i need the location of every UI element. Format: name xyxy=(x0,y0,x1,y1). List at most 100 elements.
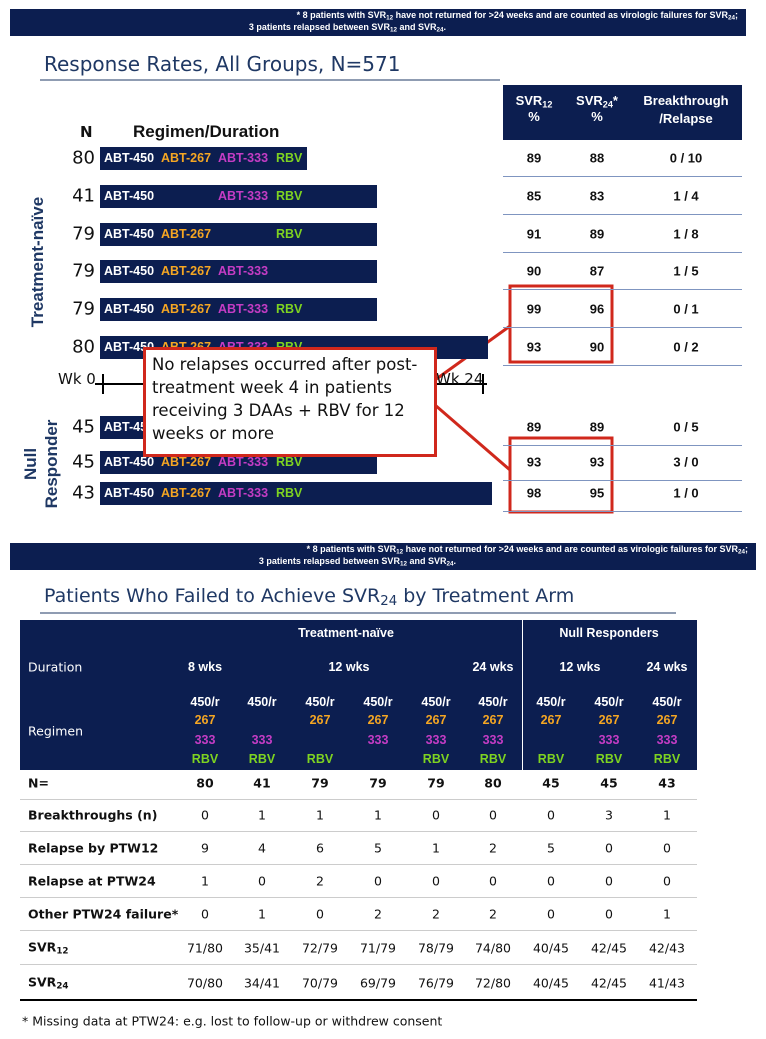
highlight-box xyxy=(508,284,614,364)
drug-label: ABT-333 xyxy=(218,189,269,203)
row-label: SVR12 xyxy=(28,939,69,956)
svr12-cell: 89 xyxy=(526,150,542,166)
text-part: 24 xyxy=(602,99,613,110)
table-header: SVR12% SVR24*% Breakthrough/Relapse xyxy=(503,85,742,140)
table-cell: 79 xyxy=(311,775,329,791)
table-cell: 6 xyxy=(316,840,324,856)
table-cell: 1 xyxy=(258,807,266,823)
regimen-component: 450/r xyxy=(363,695,393,709)
table-cell: 0 xyxy=(374,873,382,889)
header-cell: SVR12% xyxy=(516,93,553,124)
table-cell: 71/80 xyxy=(186,940,224,956)
table-cell: 70/79 xyxy=(301,975,339,991)
text-part: 3 patients relapsed between SVR xyxy=(258,556,400,566)
relapse-cell: 0 / 1 xyxy=(673,301,699,317)
highlight-box xyxy=(508,436,614,514)
row-header: Regimen xyxy=(28,723,84,739)
regimen-component: 333 xyxy=(656,733,678,747)
svr24-cell: 93 xyxy=(589,454,605,470)
text-part: SVR xyxy=(28,974,57,990)
text-part: and SVR xyxy=(406,556,447,566)
table-cell: 79 xyxy=(369,775,387,791)
regimen-component: RBV xyxy=(422,752,450,766)
row-rule xyxy=(20,930,697,931)
regimen-bar xyxy=(100,185,377,208)
table-cell: 2 xyxy=(432,906,440,922)
group-label: Treatment-naïve xyxy=(28,196,47,328)
table-cell: 74/80 xyxy=(474,940,512,956)
group-size: 43 xyxy=(72,482,95,504)
text-part: 12 xyxy=(542,99,553,110)
drug-label: ABT-450 xyxy=(104,302,155,316)
regimen-bar xyxy=(100,482,492,505)
text-part: 24 xyxy=(56,981,69,992)
row-label: Relapse by PTW12 xyxy=(28,840,159,856)
section-title: Patients Who Failed to Achieve SVR24 by … xyxy=(44,585,574,609)
table-cell: 1 xyxy=(258,906,266,922)
table-cell: 0 xyxy=(547,906,555,922)
table-cell: 71/79 xyxy=(359,940,397,956)
group-header: Treatment-naïve xyxy=(298,626,394,640)
table-cell: 80 xyxy=(196,775,214,791)
table-cell: 2 xyxy=(489,906,497,922)
header-cell: SVR24*% xyxy=(576,93,618,124)
table-cell: 80 xyxy=(484,775,502,791)
regimen-bar xyxy=(100,223,377,246)
text-part: 12 xyxy=(386,14,394,22)
row-label: Breakthroughs (n) xyxy=(28,807,158,823)
regimen-component: 450/r xyxy=(536,695,566,709)
row-rule xyxy=(503,511,742,512)
svr24-cell: 83 xyxy=(589,188,605,204)
regimen-component: 450/r xyxy=(421,695,451,709)
regimen-component: RBV xyxy=(248,752,276,766)
text-part: * 8 patients with SVR xyxy=(306,544,397,554)
table-cell: 2 xyxy=(374,906,382,922)
note-banner: * 8 patients with SVR12 have not returne… xyxy=(10,9,746,36)
duration-header: 24 wks xyxy=(646,660,688,674)
drug-label: ABT-267 xyxy=(161,455,212,469)
regimen-component: 267 xyxy=(482,713,504,727)
regimen-component: 450/r xyxy=(190,695,220,709)
text-part: 12 xyxy=(396,548,404,556)
header-cell: /Relapse xyxy=(659,111,713,126)
drug-label: ABT-450 xyxy=(104,189,155,203)
table-cell: 79 xyxy=(427,775,445,791)
regimen-component: RBV xyxy=(306,752,334,766)
regimen-bar xyxy=(100,298,377,321)
svr24-cell: 96 xyxy=(589,301,605,317)
axis-label: Wk 24 xyxy=(436,370,484,388)
table-cell: 41/43 xyxy=(648,975,686,991)
table-cell: 0 xyxy=(489,873,497,889)
row-rule xyxy=(20,799,697,800)
row-rule xyxy=(20,831,697,832)
table-cell: 0 xyxy=(316,906,324,922)
table-cell: 0 xyxy=(605,873,613,889)
regimen-bar xyxy=(100,260,377,283)
drug-label: RBV xyxy=(276,302,303,316)
note-line: 3 patients relapsed between SVR12 and SV… xyxy=(259,556,456,568)
table-cell: 70/80 xyxy=(186,975,224,991)
text-part: by Treatment Arm xyxy=(397,584,575,607)
row-rule xyxy=(503,289,742,290)
regimen-component: 333 xyxy=(367,733,389,747)
text-part: ; xyxy=(745,544,748,554)
regimen-component: RBV xyxy=(191,752,219,766)
regimen-component: 267 xyxy=(598,713,620,727)
drug-label: RBV xyxy=(276,189,303,203)
table-cell: 0 xyxy=(605,840,613,856)
row-header: Duration xyxy=(28,659,83,675)
svr12-cell: 93 xyxy=(526,454,542,470)
regimen-component: 267 xyxy=(425,713,447,727)
table-cell: 1 xyxy=(201,873,209,889)
section-title: Response Rates, All Groups, N=571 xyxy=(44,52,401,76)
drug-label: ABT-450 xyxy=(104,486,155,500)
table-cell: 1 xyxy=(663,906,671,922)
unit: % xyxy=(528,109,540,125)
table-cell: 0 xyxy=(432,873,440,889)
svr24-cell: 90 xyxy=(589,339,605,355)
drug-label: ABT-267 xyxy=(161,151,212,165)
relapse-cell: 0 / 10 xyxy=(669,150,703,166)
text-part: 24 xyxy=(380,594,398,610)
regimen-component: RBV xyxy=(595,752,623,766)
drug-label: ABT-450 xyxy=(104,151,155,165)
